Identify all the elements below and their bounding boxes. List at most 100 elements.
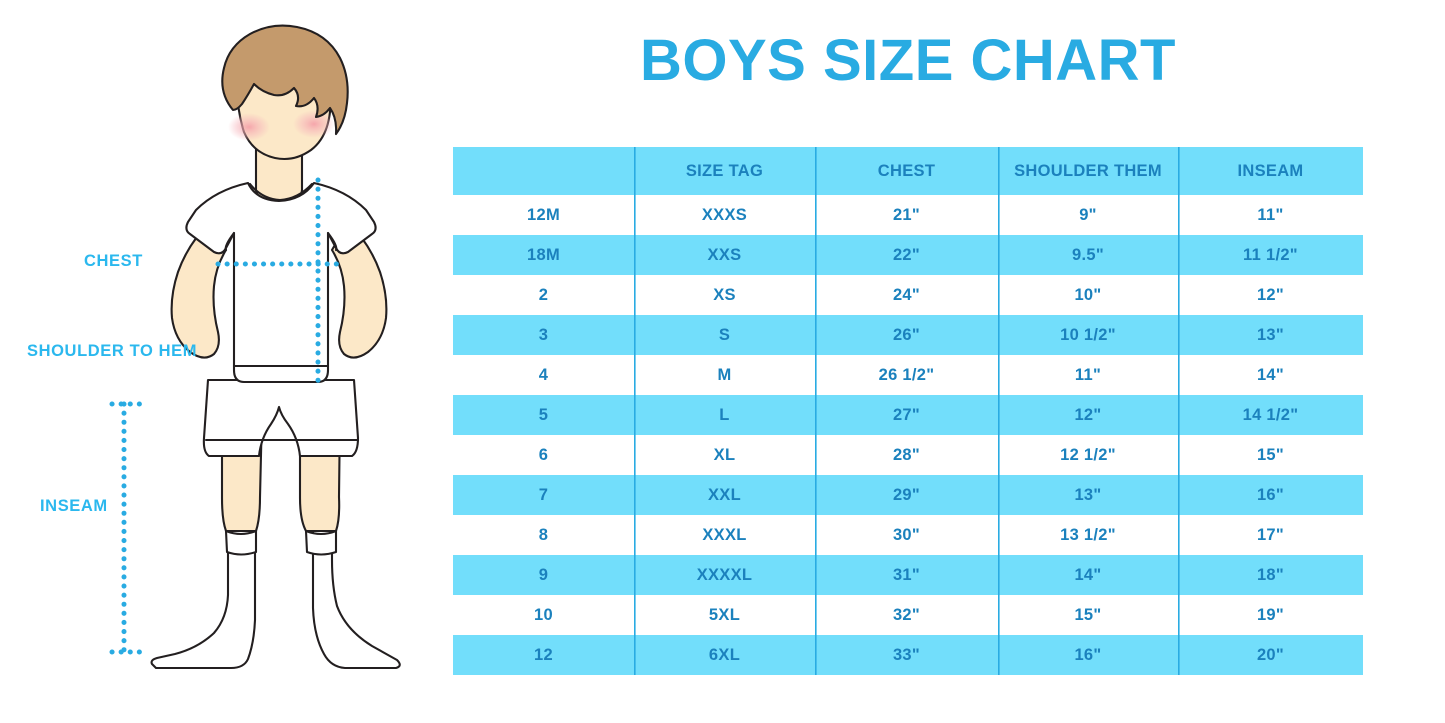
cell-shoulder-them: 9.5" (998, 235, 1178, 275)
chest-measure-label: CHEST (84, 252, 143, 270)
right-sleeve-seam (326, 231, 338, 252)
cell-chest: 27" (815, 395, 998, 435)
cell-inseam: 11 1/2" (1178, 235, 1363, 275)
cell-size-tag: M (634, 355, 815, 395)
cell-size-tag: XXS (634, 235, 815, 275)
cell-chest: 24" (815, 275, 998, 315)
cell-age: 6 (538, 445, 549, 464)
cell-chest: 28" (815, 435, 998, 475)
left-shoe (150, 528, 257, 670)
size-chart-table: SIZE TAG CHEST SHOULDER THEM INSEAM 12M X… (453, 147, 1363, 675)
cell-inseam: 15" (1178, 435, 1363, 475)
cell-size-tag: 6XL (634, 635, 815, 675)
cell-shoulder-them: 13 1/2" (998, 515, 1178, 555)
cell-chest: 26" (815, 315, 998, 355)
cell-age: 9 (538, 565, 549, 584)
cell-shoulder-them: 15" (998, 595, 1178, 635)
left-arm (170, 220, 228, 359)
cell-inseam: 17" (1178, 515, 1363, 555)
cell-age: 3 (538, 325, 549, 344)
right-sock-top (304, 529, 338, 556)
hair (221, 24, 349, 136)
left-blush (228, 113, 270, 141)
cell-age: 10 (534, 605, 553, 624)
table-row: 2 XS 24" 10" 12" (453, 275, 1363, 315)
cell-shoulder-them: 12 1/2" (998, 435, 1178, 475)
cell-inseam: 11" (1178, 195, 1363, 235)
cell-inseam: 16" (1178, 475, 1363, 515)
table-row: 9 XXXXL 31" 14" 18" (453, 555, 1363, 595)
table-row: 12M XXXS 21" 9" 11" (453, 195, 1363, 235)
table-header: SIZE TAG CHEST SHOULDER THEM INSEAM (453, 147, 1363, 195)
left-sleeve-seam (224, 231, 236, 252)
cell-inseam: 14" (1178, 355, 1363, 395)
cell-chest: 30" (815, 515, 998, 555)
cell-inseam: 14 1/2" (1178, 395, 1363, 435)
cell-age: 12 (534, 645, 553, 664)
tshirt-collar (248, 182, 314, 202)
table-row: 7 XXL 29" 13" 16" (453, 475, 1363, 515)
table-header-row: SIZE TAG CHEST SHOULDER THEM INSEAM (453, 147, 1363, 195)
cell-inseam: 18" (1178, 555, 1363, 595)
cell-age: 7 (538, 485, 549, 504)
cell-age: 18M (527, 245, 560, 264)
table-body: 12M XXXS 21" 9" 11" 18M XXS 22" 9.5" 11 1/2" 2 XS 24… (453, 195, 1363, 675)
cell-shoulder-them: 13" (998, 475, 1178, 515)
cell-size-tag: XXXS (634, 195, 815, 235)
table-row: 3 S 26" 10 1/2" 13" (453, 315, 1363, 355)
cell-age: 8 (538, 525, 549, 544)
cell-shoulder-them: 12" (998, 395, 1178, 435)
size-chart-table-container: SIZE TAG CHEST SHOULDER THEM INSEAM 12M X… (453, 147, 1363, 675)
table-row: 6 XL 28" 12 1/2" 15" (453, 435, 1363, 475)
cell-size-tag: XL (634, 435, 815, 475)
cell-size-tag: L (634, 395, 815, 435)
column-header-size-tag: SIZE TAG (634, 147, 815, 195)
cell-inseam: 19" (1178, 595, 1363, 635)
cell-chest: 33" (815, 635, 998, 675)
cell-shoulder-them: 10 1/2" (998, 315, 1178, 355)
cell-chest: 22" (815, 235, 998, 275)
cell-chest: 32" (815, 595, 998, 635)
cell-size-tag: 5XL (634, 595, 815, 635)
shorts (202, 378, 360, 458)
column-header-chest: CHEST (815, 147, 998, 195)
illustration-panel: CHEST SHOULDER TO HEM INSEAM (0, 0, 440, 723)
cell-age: 5 (538, 405, 549, 424)
table-row: 10 5XL 32" 15" 19" (453, 595, 1363, 635)
right-arm (330, 220, 388, 359)
cell-inseam: 13" (1178, 315, 1363, 355)
table-row: 4 M 26 1/2" 11" 14" (453, 355, 1363, 395)
table-row: 18M XXS 22" 9.5" 11 1/2" (453, 235, 1363, 275)
cell-size-tag: XXXL (634, 515, 815, 555)
table-row: 12 6XL 33" 16" 20" (453, 635, 1363, 675)
cell-chest: 31" (815, 555, 998, 595)
left-sock-top (224, 529, 258, 556)
table-row: 5 L 27" 12" 14 1/2" (453, 395, 1363, 435)
cell-age: 12M (527, 205, 560, 224)
cell-shoulder-them: 9" (998, 195, 1178, 235)
cell-chest: 21" (815, 195, 998, 235)
cell-size-tag: XS (634, 275, 815, 315)
page-title: BOYS SIZE CHART (640, 28, 1176, 93)
cell-chest: 26 1/2" (815, 355, 998, 395)
cell-size-tag: S (634, 315, 815, 355)
boy-figure-illustration (109, 24, 401, 670)
column-header-inseam: INSEAM (1178, 147, 1363, 195)
cell-chest: 29" (815, 475, 998, 515)
inseam-measure-label: INSEAM (40, 497, 108, 515)
cell-shoulder-them: 14" (998, 555, 1178, 595)
cell-size-tag: XXL (634, 475, 815, 515)
cell-shoulder-them: 16" (998, 635, 1178, 675)
column-header-shoulder-them: SHOULDER THEM (998, 147, 1178, 195)
table-row: 8 XXXL 30" 13 1/2" 17" (453, 515, 1363, 555)
cell-age: 4 (538, 365, 549, 384)
right-blush (293, 110, 335, 138)
cell-shoulder-them: 10" (998, 275, 1178, 315)
cell-shoulder-them: 11" (998, 355, 1178, 395)
cell-inseam: 12" (1178, 275, 1363, 315)
column-header-age (453, 147, 634, 195)
cell-age: 2 (538, 285, 549, 304)
right-shoe (311, 528, 401, 670)
shoulder-to-hem-measure-label: SHOULDER TO HEM (27, 342, 198, 360)
cell-inseam: 20" (1178, 635, 1363, 675)
